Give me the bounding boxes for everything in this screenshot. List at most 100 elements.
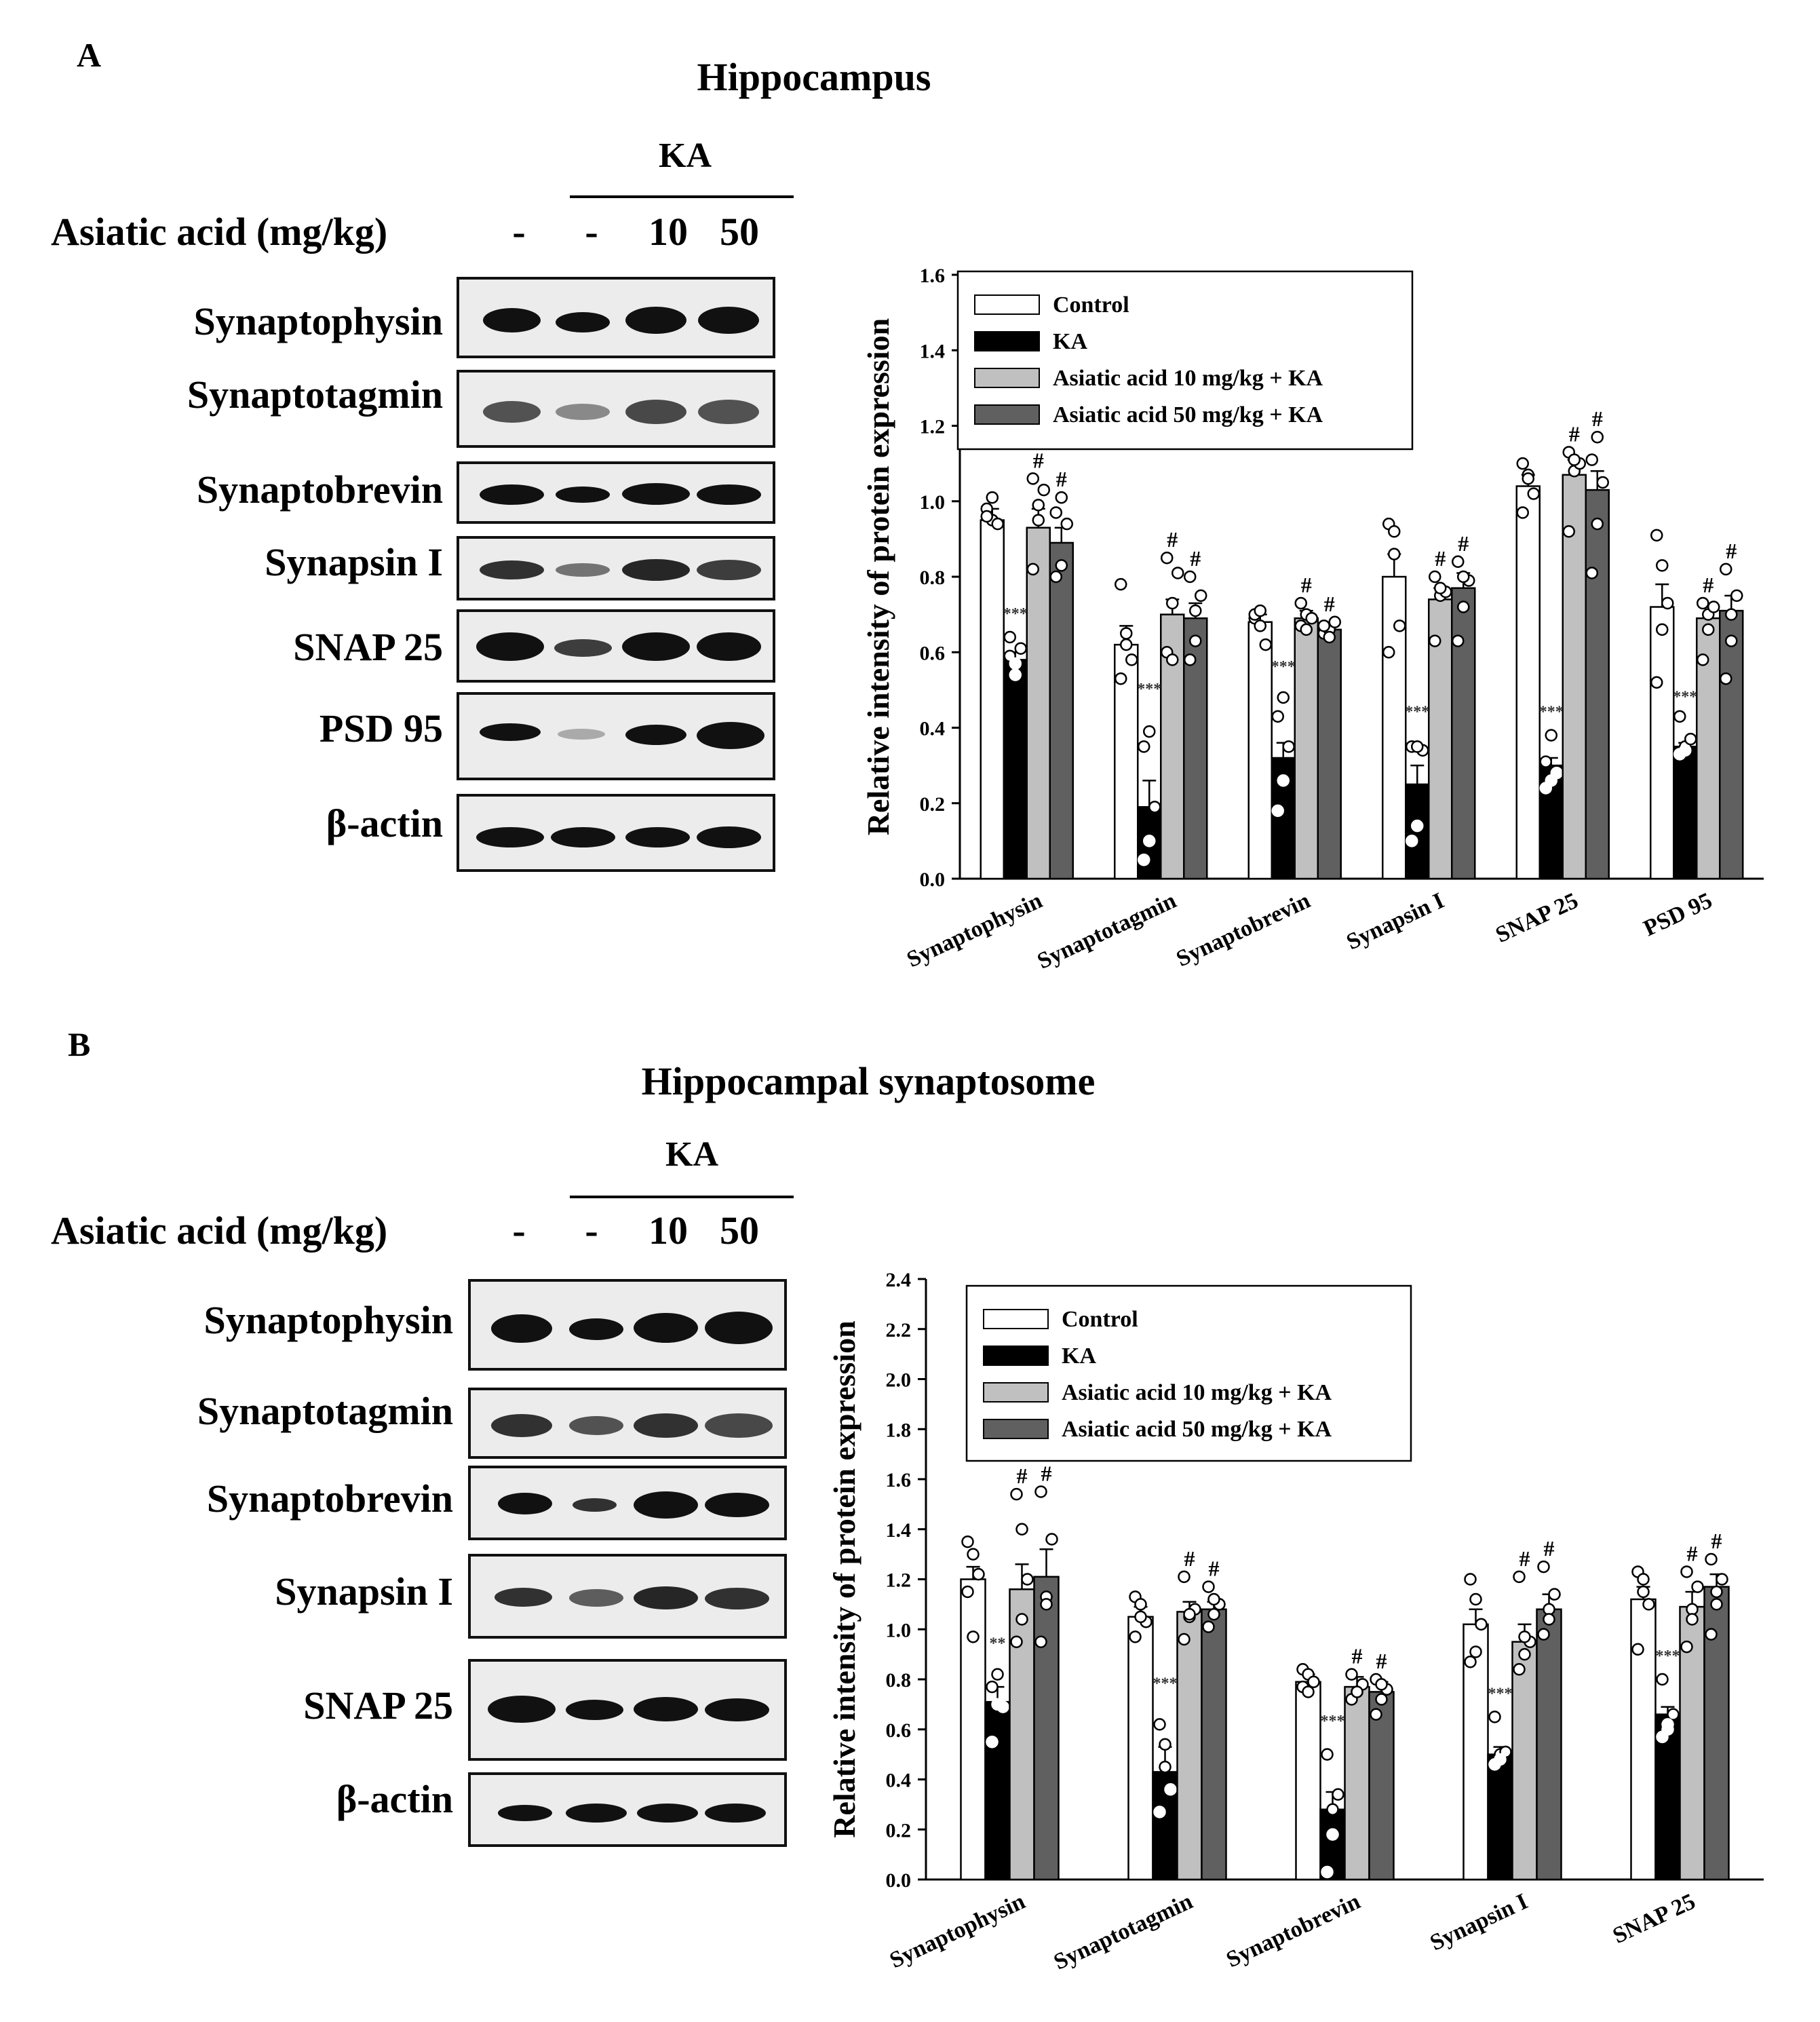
data-point: [1202, 1580, 1215, 1593]
y-tick-label: 1.0: [920, 491, 946, 514]
legend-swatch: [983, 1309, 1049, 1329]
significance-mark: #: [1301, 573, 1312, 597]
data-point: [1725, 634, 1738, 647]
data-point: [1596, 476, 1609, 489]
significance-mark: ***: [1656, 1647, 1680, 1665]
data-point: [1014, 642, 1027, 655]
bar: [1562, 474, 1587, 880]
band: [551, 827, 615, 847]
data-point: [1705, 1552, 1718, 1566]
data-point: [1562, 525, 1575, 538]
data-point: [1457, 570, 1470, 584]
bar: [1201, 1608, 1227, 1881]
y-tick-label: 0.6: [920, 642, 946, 664]
bar: [1451, 587, 1476, 880]
data-point: [1010, 1635, 1023, 1648]
y-axis-label: Relative intensity of protein expression: [827, 1320, 861, 1837]
data-point: [1697, 653, 1709, 666]
data-point: [1049, 506, 1062, 519]
band: [625, 400, 686, 424]
data-point: [1178, 1633, 1190, 1646]
blot-b-synaptotagmin: [468, 1388, 787, 1459]
band: [634, 1313, 698, 1343]
data-point: [1332, 1788, 1344, 1801]
y-tick-label: 1.6: [886, 1469, 912, 1491]
data-point: [1153, 1806, 1166, 1818]
significance-mark: #: [1017, 1464, 1028, 1488]
data-point: [1527, 487, 1540, 500]
y-tick-label: 0.4: [920, 718, 946, 740]
band: [566, 1804, 627, 1823]
data-point: [1548, 1588, 1561, 1601]
data-point: [1691, 1580, 1704, 1593]
panel-a-lane-4: 50: [720, 210, 759, 254]
blot-b-synaptobrevin: [468, 1466, 787, 1540]
significance-mark: #: [1324, 592, 1335, 616]
band: [637, 1804, 698, 1823]
data-point: [1725, 608, 1738, 621]
band: [480, 484, 544, 505]
legend-swatch: [974, 404, 1040, 425]
band: [558, 729, 605, 740]
data-point: [991, 1698, 1004, 1711]
data-point: [1661, 596, 1674, 610]
band: [625, 307, 686, 334]
data-point: [1522, 472, 1534, 485]
panel-b-treatment-label: Asiatic acid (mg/kg): [51, 1208, 388, 1253]
significance-mark: ***: [1539, 704, 1564, 721]
data-point: [1697, 596, 1709, 610]
data-point: [972, 1567, 985, 1581]
panel-a-ka-line: [570, 195, 794, 198]
legend-label: Control: [1062, 1307, 1138, 1332]
data-point: [1585, 567, 1598, 579]
data-point: [1195, 589, 1207, 603]
x-tick-label: Synaptobrevin: [1222, 1889, 1364, 1973]
data-point: [1138, 740, 1150, 753]
data-point: [1138, 853, 1150, 866]
significance-mark: ***: [1488, 1685, 1513, 1702]
band: [705, 1588, 769, 1609]
band: [483, 401, 541, 423]
bar: [1536, 1608, 1562, 1881]
significance-mark: ***: [1003, 605, 1028, 623]
y-tick-label: 0.4: [886, 1770, 912, 1792]
data-point: [1568, 453, 1581, 466]
panel-a-lane-2: -: [585, 210, 598, 254]
data-point: [1411, 740, 1424, 753]
panel-b-title: Hippocampal synaptosome: [641, 1059, 1096, 1103]
data-point: [1537, 1560, 1550, 1573]
y-tick-label: 1.2: [920, 416, 946, 438]
panel-letter-b: B: [68, 1025, 91, 1063]
band: [554, 639, 612, 657]
significance-mark: ***: [1153, 1675, 1178, 1693]
legend-swatch: [974, 294, 1040, 315]
data-point: [1040, 1598, 1053, 1611]
data-point: [1516, 506, 1529, 519]
data-point: [1178, 1570, 1190, 1584]
data-point: [1271, 804, 1284, 818]
data-point: [1684, 732, 1697, 746]
data-point: [1143, 835, 1156, 847]
significance-mark: #: [1703, 573, 1713, 597]
data-point: [1591, 430, 1604, 444]
band: [498, 1493, 552, 1514]
band: [698, 307, 759, 334]
significance-mark: #: [1687, 1541, 1698, 1565]
y-tick-label: 1.6: [920, 265, 946, 287]
band: [569, 1589, 623, 1607]
significance-mark: #: [1209, 1557, 1220, 1581]
data-point: [1705, 1628, 1718, 1641]
data-point: [1277, 691, 1290, 704]
band: [697, 826, 761, 848]
bar: [1368, 1691, 1395, 1881]
band: [634, 1491, 698, 1519]
bar: [1009, 1588, 1035, 1881]
band: [556, 487, 610, 503]
band: [622, 632, 690, 661]
data-point: [1656, 623, 1669, 636]
blot-a-snap25: [457, 609, 775, 683]
data-point: [1720, 562, 1732, 576]
data-point: [1021, 1573, 1034, 1586]
data-point: [1679, 744, 1692, 757]
data-point: [1037, 483, 1050, 497]
